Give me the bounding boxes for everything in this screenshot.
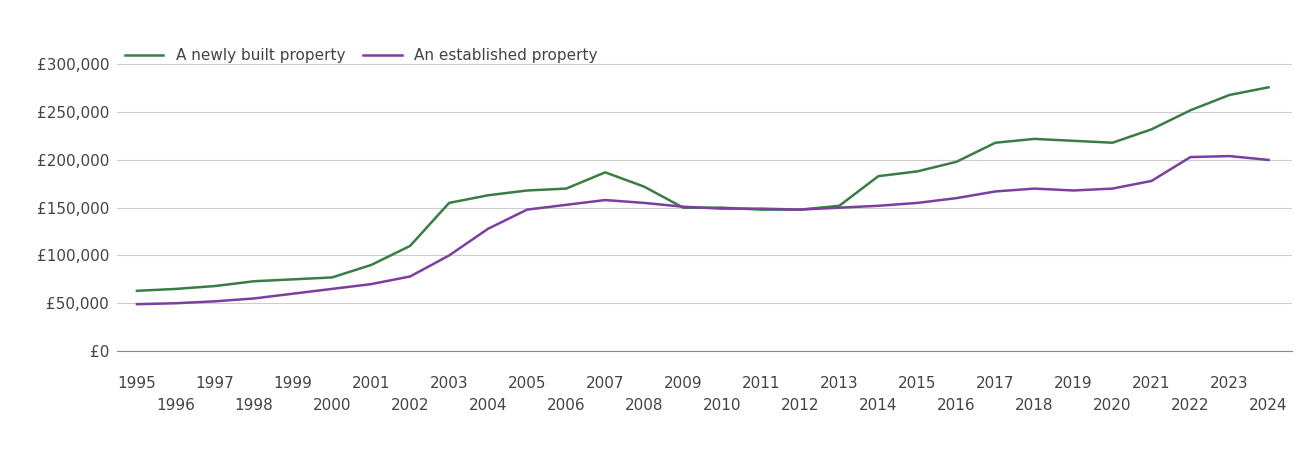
Text: 2016: 2016 — [937, 398, 976, 413]
Text: 2024: 2024 — [1249, 398, 1288, 413]
Text: 2002: 2002 — [392, 398, 429, 413]
Text: 2022: 2022 — [1172, 398, 1210, 413]
A newly built property — [480, 193, 496, 198]
A newly built property — [441, 200, 457, 206]
A newly built property — [949, 159, 964, 165]
An established property — [792, 207, 808, 212]
A newly built property — [519, 188, 535, 193]
An established property — [519, 207, 535, 212]
Text: 2014: 2014 — [859, 398, 898, 413]
Text: 2003: 2003 — [429, 376, 468, 391]
A newly built property — [714, 205, 729, 211]
An established property — [1027, 186, 1043, 191]
Text: 2007: 2007 — [586, 376, 625, 391]
A newly built property — [1143, 126, 1159, 132]
Text: 2018: 2018 — [1015, 398, 1053, 413]
Line: A newly built property: A newly built property — [137, 87, 1268, 291]
An established property — [168, 301, 184, 306]
An established property — [559, 202, 574, 207]
An established property — [753, 206, 769, 211]
An established property — [1182, 154, 1198, 160]
An established property — [949, 195, 964, 201]
A newly built property — [1221, 92, 1237, 98]
An established property — [870, 203, 886, 208]
An established property — [324, 286, 339, 292]
A newly built property — [598, 170, 613, 175]
Text: 2000: 2000 — [313, 398, 351, 413]
Text: 1995: 1995 — [117, 376, 157, 391]
A newly built property — [753, 207, 769, 212]
An established property — [714, 206, 729, 211]
An established property — [676, 204, 692, 209]
A newly built property — [676, 205, 692, 211]
Text: 2010: 2010 — [703, 398, 741, 413]
Text: 2009: 2009 — [664, 376, 702, 391]
An established property — [637, 200, 652, 206]
A newly built property — [324, 275, 339, 280]
An established property — [1221, 153, 1237, 159]
An established property — [831, 205, 847, 211]
An established property — [402, 274, 418, 279]
A newly built property — [1104, 140, 1120, 145]
A newly built property — [988, 140, 1004, 145]
Text: 2006: 2006 — [547, 398, 586, 413]
Text: 1999: 1999 — [274, 376, 312, 391]
Text: 2004: 2004 — [468, 398, 508, 413]
A newly built property — [1182, 108, 1198, 113]
Text: 2011: 2011 — [743, 376, 780, 391]
An established property — [441, 253, 457, 258]
Text: 2008: 2008 — [625, 398, 663, 413]
A newly built property — [831, 203, 847, 208]
An established property — [1104, 186, 1120, 191]
A newly built property — [363, 262, 378, 268]
An established property — [1261, 157, 1276, 162]
A newly built property — [207, 284, 223, 289]
A newly built property — [637, 184, 652, 189]
A newly built property — [402, 243, 418, 248]
A newly built property — [286, 277, 301, 282]
An established property — [1143, 178, 1159, 184]
Text: 2001: 2001 — [352, 376, 390, 391]
An established property — [598, 198, 613, 203]
Text: 2020: 2020 — [1094, 398, 1131, 413]
Text: 2019: 2019 — [1054, 376, 1092, 391]
A newly built property — [1066, 138, 1082, 144]
An established property — [910, 200, 925, 206]
A newly built property — [247, 279, 262, 284]
Text: 2012: 2012 — [782, 398, 820, 413]
A newly built property — [559, 186, 574, 191]
An established property — [363, 281, 378, 287]
An established property — [247, 296, 262, 301]
Line: An established property: An established property — [137, 156, 1268, 304]
Text: 1996: 1996 — [157, 398, 196, 413]
An established property — [129, 302, 145, 307]
A newly built property — [168, 286, 184, 292]
A newly built property — [1027, 136, 1043, 142]
A newly built property — [1261, 85, 1276, 90]
An established property — [1066, 188, 1082, 193]
An established property — [207, 299, 223, 304]
An established property — [480, 226, 496, 231]
A newly built property — [129, 288, 145, 293]
Text: 1998: 1998 — [235, 398, 273, 413]
Text: 2015: 2015 — [898, 376, 937, 391]
A newly built property — [870, 173, 886, 179]
Text: 2005: 2005 — [508, 376, 547, 391]
A newly built property — [910, 169, 925, 174]
Text: 2013: 2013 — [820, 376, 859, 391]
An established property — [286, 291, 301, 297]
Text: 2023: 2023 — [1210, 376, 1249, 391]
Text: 2021: 2021 — [1133, 376, 1171, 391]
Legend: A newly built property, An established property: A newly built property, An established p… — [119, 42, 603, 69]
Text: 2017: 2017 — [976, 376, 1015, 391]
Text: 1997: 1997 — [196, 376, 235, 391]
A newly built property — [792, 207, 808, 212]
An established property — [988, 189, 1004, 194]
